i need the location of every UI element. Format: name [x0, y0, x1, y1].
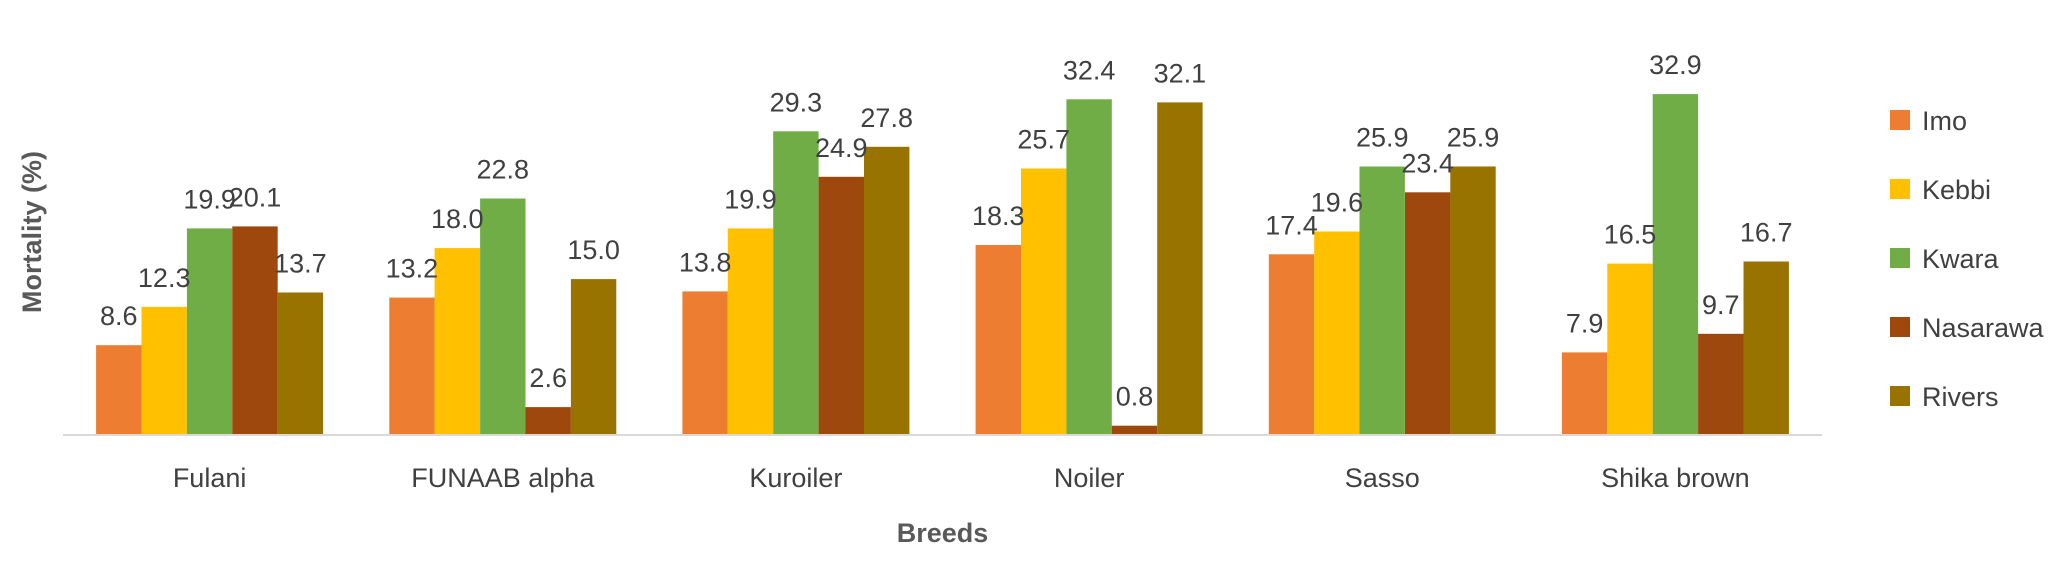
data-label-noiler-rivers: 32.1 [1154, 58, 1207, 88]
data-label-kuroiler-kwara: 29.3 [770, 87, 823, 117]
bar-kuroiler-imo [682, 291, 728, 434]
data-label-noiler-kebbi: 25.7 [1017, 125, 1070, 155]
data-label-noiler-nasarawa: 0.8 [1116, 382, 1154, 412]
data-label-sasso-imo: 17.4 [1265, 210, 1318, 240]
x-tick-label-shika-brown: Shika brown [1601, 463, 1750, 493]
bar-kuroiler-kwara [773, 131, 819, 435]
bar-kuroiler-rivers [864, 146, 910, 435]
legend-swatch-kebbi [1890, 179, 1910, 199]
data-label-funaab-alpha-nasarawa: 2.6 [529, 363, 567, 393]
bar-fulani-kebbi [141, 306, 187, 434]
data-label-fulani-kebbi: 12.3 [138, 263, 191, 293]
bar-sasso-kwara [1359, 166, 1405, 434]
legend-swatch-kwara [1890, 248, 1910, 268]
legend-label-kebbi: Kebbi [1922, 175, 1991, 205]
bar-sasso-imo [1268, 254, 1315, 434]
bar-noiler-imo [975, 245, 1021, 434]
legend-label-rivers: Rivers [1922, 382, 1999, 412]
legend-label-nasarawa: Nasarawa [1922, 313, 2045, 343]
data-label-funaab-alpha-imo: 13.2 [386, 254, 439, 284]
data-label-kuroiler-imo: 13.8 [679, 247, 732, 277]
bar-funaab-alpha-rivers [570, 279, 617, 434]
bar-noiler-nasarawa [1111, 425, 1158, 434]
bar-shika-brown-rivers [1743, 261, 1789, 434]
data-label-sasso-rivers: 25.9 [1447, 123, 1500, 153]
data-label-fulani-rivers: 13.7 [274, 249, 327, 279]
data-label-kuroiler-rivers: 27.8 [860, 103, 913, 133]
x-tick-label-fulani: Fulani [173, 463, 247, 493]
bar-funaab-alpha-kebbi [434, 248, 480, 434]
data-label-shika-brown-nasarawa: 9.7 [1702, 290, 1740, 320]
data-label-funaab-alpha-kwara: 22.8 [477, 155, 530, 185]
bar-kuroiler-nasarawa [818, 176, 864, 435]
data-label-fulani-imo: 8.6 [100, 301, 138, 331]
bar-shika-brown-kebbi [1607, 263, 1653, 434]
x-axis-title: Breeds [897, 518, 989, 548]
data-label-sasso-kebbi: 19.6 [1311, 188, 1364, 218]
bar-noiler-kwara [1066, 99, 1112, 435]
data-label-noiler-kwara: 32.4 [1063, 55, 1116, 85]
data-label-noiler-imo: 18.3 [972, 201, 1025, 231]
y-axis-title: Mortality (%) [17, 151, 47, 313]
x-tick-label-noiler: Noiler [1054, 463, 1125, 493]
bar-shika-brown-kwara [1652, 94, 1699, 434]
bar-noiler-rivers [1157, 102, 1203, 435]
x-tick-labels: Fulani FUNAAB alpha Kuroiler Noiler Sasso Shi… [173, 463, 1750, 493]
legend-swatch-rivers [1890, 386, 1910, 406]
bar-fulani-nasarawa [232, 226, 278, 434]
data-label-shika-brown-kebbi: 16.5 [1604, 220, 1657, 250]
data-labels-layer: 8.612.319.920.113.7 13.218.022.82.615.0 13… [100, 50, 1792, 412]
data-label-sasso-nasarawa: 23.4 [1401, 148, 1454, 178]
data-label-shika-brown-kwara: 32.9 [1649, 50, 1702, 80]
data-label-kuroiler-kebbi: 19.9 [724, 184, 777, 214]
bar-funaab-alpha-imo [389, 297, 435, 434]
bar-shika-brown-nasarawa [1698, 333, 1744, 434]
bar-shika-brown-imo [1561, 352, 1608, 434]
bar-funaab-alpha-kwara [480, 198, 526, 434]
data-label-fulani-nasarawa: 20.1 [229, 182, 282, 212]
bars-layer [96, 94, 1789, 435]
data-label-shika-brown-rivers: 16.7 [1740, 218, 1793, 248]
bar-fulani-rivers [277, 292, 324, 434]
data-label-fulani-kwara: 19.9 [183, 184, 236, 214]
legend-swatch-imo [1890, 110, 1910, 130]
legend: Imo Kebbi Kwara Nasarawa Rivers [1890, 106, 2045, 412]
x-tick-label-funaab-alpha: FUNAAB alpha [411, 463, 595, 493]
data-label-funaab-alpha-rivers: 15.0 [567, 235, 620, 265]
bar-fulani-kwara [186, 228, 233, 434]
legend-label-imo: Imo [1922, 106, 1967, 136]
bar-sasso-rivers [1450, 166, 1496, 434]
legend-swatch-nasarawa [1890, 317, 1910, 337]
data-label-sasso-kwara: 25.9 [1356, 123, 1409, 153]
legend-label-kwara: Kwara [1922, 244, 2000, 274]
bar-fulani-imo [96, 345, 142, 434]
x-tick-label-kuroiler: Kuroiler [749, 463, 842, 493]
bar-kuroiler-kebbi [727, 228, 774, 434]
bar-sasso-nasarawa [1405, 192, 1451, 434]
bar-sasso-kebbi [1314, 231, 1360, 434]
x-tick-label-sasso: Sasso [1345, 463, 1420, 493]
data-label-kuroiler-nasarawa: 24.9 [815, 133, 868, 163]
bar-funaab-alpha-nasarawa [525, 407, 571, 434]
bar-noiler-kebbi [1021, 168, 1067, 434]
data-label-funaab-alpha-kebbi: 18.0 [431, 204, 484, 234]
data-label-shika-brown-imo: 7.9 [1566, 308, 1604, 338]
